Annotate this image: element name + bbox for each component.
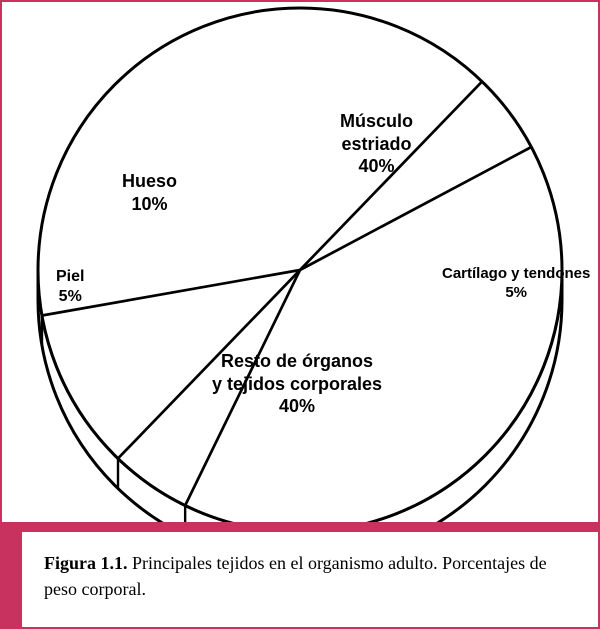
slice-label-piel: Piel5% <box>56 267 84 307</box>
caption-box: Figura 1.1. Principales tejidos en el or… <box>22 532 598 627</box>
caption-band: Figura 1.1. Principales tejidos en el or… <box>2 522 598 627</box>
slice-label-cartilago: Cartílago y tendones5% <box>442 265 590 303</box>
slice-label-musculo: Músculoestriado40% <box>340 110 413 178</box>
pie-chart-svg <box>2 2 598 522</box>
slice-label-resto: Resto de órganosy tejidos corporales40% <box>212 350 382 418</box>
figure-frame: Músculoestriado40% Cartílago y tendones5%… <box>0 0 600 629</box>
caption-ref: Figura 1.1. <box>44 553 128 573</box>
slice-label-hueso: Hueso10% <box>122 170 177 215</box>
pie-chart-area: Músculoestriado40% Cartílago y tendones5%… <box>2 2 598 522</box>
